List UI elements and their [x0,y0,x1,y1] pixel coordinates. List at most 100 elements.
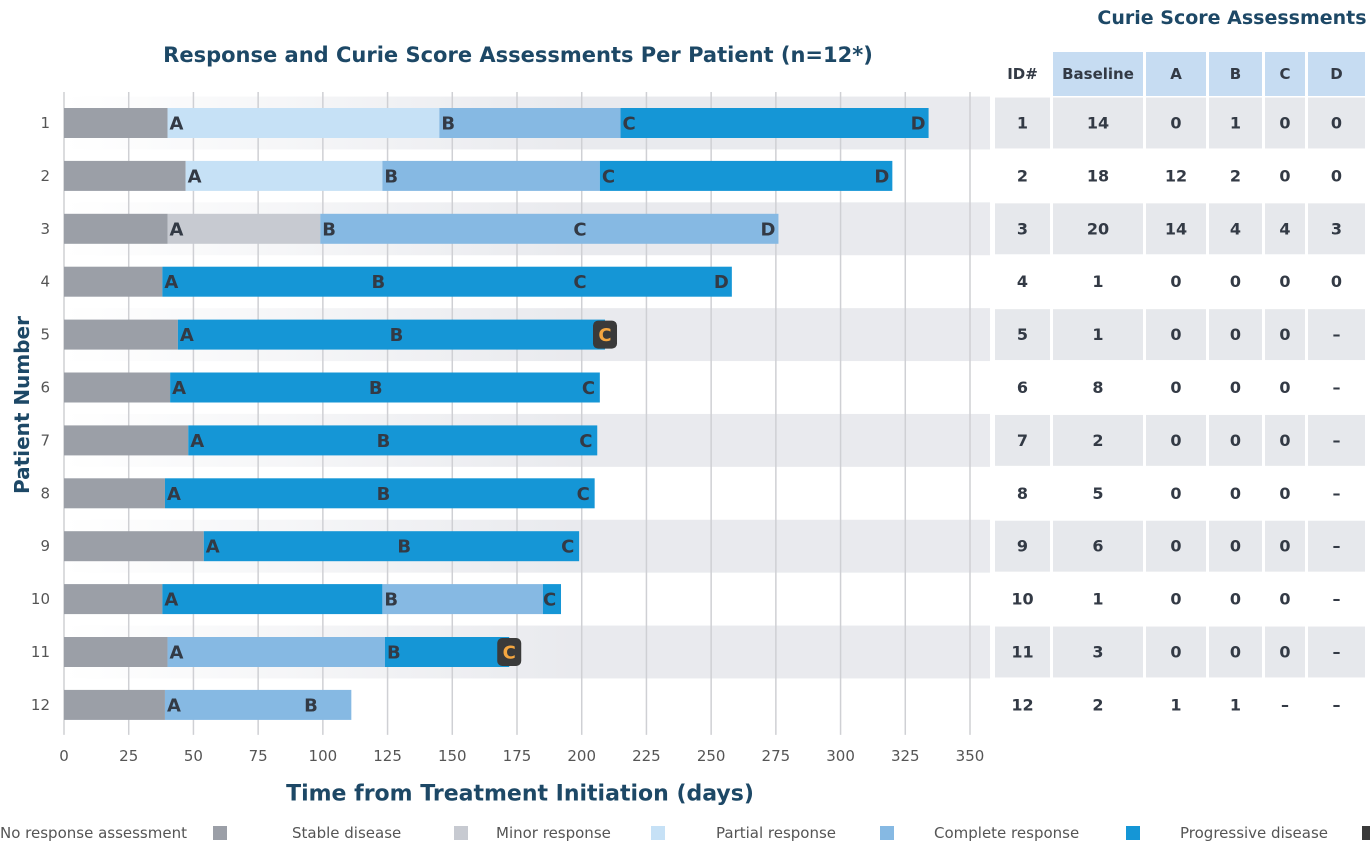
header-label: B [1230,65,1241,83]
legend-swatch [651,826,665,840]
assessment-label: B [384,590,398,611]
table-value: – [1333,484,1341,503]
table-value: 12 [1011,695,1033,714]
table-cell [1209,97,1262,149]
table-value: 3 [1092,643,1103,662]
legend-label: Progressive disease [1180,824,1328,842]
table-cell [1146,309,1206,361]
bar-segment [188,425,598,456]
table-value: 4 [1230,219,1241,238]
progression-marker [497,638,522,666]
table-cell [1209,414,1262,466]
table-value: 1 [1230,695,1241,714]
bar-segment [64,160,186,191]
table-value: 10 [1011,590,1033,609]
assessment-label: B [377,431,391,452]
table-value: 1 [1092,590,1103,609]
table-value: 2 [1092,431,1103,450]
legend: No response assessment Stable disease Mino… [0,824,1370,842]
y-tick-label: 12 [31,696,50,714]
assessment-label: C [623,114,636,135]
table-cell [1209,203,1262,255]
bar-segment [64,478,165,509]
bar-segment [439,108,621,138]
legend-swatch [1362,826,1370,840]
header-cell [1209,52,1262,96]
table-cell [1308,414,1365,466]
table-value: 0 [1279,590,1290,609]
assessment-label: B [397,537,411,558]
bar-segment [167,213,321,244]
table-value: 0 [1170,643,1181,662]
x-axis-title: Time from Treatment Initiation (days) [286,782,754,807]
assessment-label: A [190,431,204,452]
chart-title: Response and Curie Score Assessments Per… [163,43,873,67]
bar-segment [64,689,165,720]
table-value: 9 [1017,537,1028,556]
bar-segment [167,108,440,138]
x-tick-label: 25 [119,747,138,765]
header-label: ID# [1007,65,1038,83]
table-cell [1308,520,1365,572]
table-value: 0 [1331,166,1342,185]
table-cell [1209,520,1262,572]
x-tick-label: 225 [632,747,661,765]
legend-label: Partial response [716,824,836,842]
header-cell [1053,52,1143,96]
legend-swatch [454,826,468,840]
x-tick-label: 250 [697,747,726,765]
y-tick-label: 2 [40,167,50,185]
table-value: 14 [1165,219,1187,238]
table-value: – [1333,695,1341,714]
bar-segment [164,689,352,720]
table-cell [1265,414,1305,466]
table-value: – [1333,590,1341,609]
bar-segment [164,478,595,509]
table-value: 12 [1165,166,1187,185]
table-value: 14 [1087,114,1109,133]
table-cell [1146,414,1206,466]
table-cell [1308,203,1365,255]
assessment-label: B [304,695,318,716]
plot: 1 A B C D 2 A B C D 3 A B C D 4 A B C D 5 A B C 6 A B C 7 A B C 8 A B C 9 A B C… [31,108,929,720]
bar-segment [64,319,178,350]
table-value: – [1333,537,1341,556]
table-value: 0 [1230,643,1241,662]
table-cell [1146,97,1206,149]
bar-segment [203,531,580,562]
table-cell [995,97,1050,149]
table-value: 0 [1279,537,1290,556]
header-label: Baseline [1062,65,1134,83]
table-cell [1053,203,1143,255]
table-value: – [1333,378,1341,397]
table-value: 0 [1170,431,1181,450]
table-cell [1209,626,1262,678]
y-tick-label: 7 [40,431,50,449]
assessment-label: A [188,166,202,187]
table-value: 4 [1017,272,1028,291]
table-value: 0 [1170,325,1181,344]
bar-segment [382,584,543,615]
assessment-label: A [164,590,178,611]
table: ID# Baseline A B C D1 14 0 1 0 02 18 12 2 0 03 20 14 4 4 34 1… [995,52,1365,714]
bar-segment [64,637,168,667]
legend-swatch [1126,826,1140,840]
table-value: 18 [1087,166,1109,185]
y-tick-label: 3 [40,220,50,238]
table-value: 0 [1230,537,1241,556]
assessment-label: B [322,219,336,240]
x-tick-label: 275 [762,747,791,765]
bar-segment [167,637,385,667]
x-tick-label: 100 [309,747,338,765]
header-cell [1308,52,1365,96]
table-value: 0 [1279,166,1290,185]
table-value: – [1333,325,1341,344]
table-value: 0 [1279,378,1290,397]
y-tick-label: 5 [40,326,50,344]
x-tick-label: 175 [503,747,532,765]
bar-segment [64,425,189,456]
assessment-label: B [390,325,404,346]
bar-segment [384,637,510,667]
bar-segment [64,266,163,297]
table-cell [995,626,1050,678]
